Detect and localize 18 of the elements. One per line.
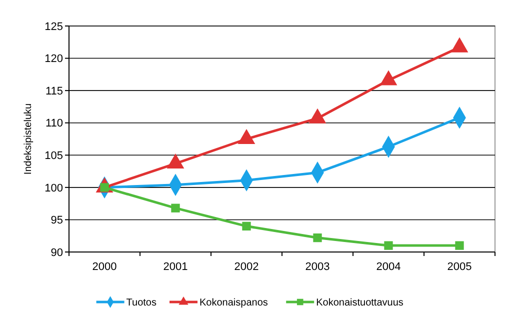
x-tick-label: 2005 — [447, 261, 472, 273]
x-tick-label: 2003 — [305, 261, 330, 273]
y-tick-label: 115 — [45, 85, 63, 98]
legend-label: Kokonaistuottavuus — [316, 298, 404, 308]
y-tick-label: 105 — [44, 150, 63, 162]
y-tick-label: 100 — [44, 182, 63, 194]
y-axis-title: Indeksipisteluku — [23, 103, 34, 175]
x-tick-label: 2004 — [376, 261, 401, 273]
x-tick-label: 2000 — [92, 261, 117, 273]
y-tick-label: 90 — [50, 246, 63, 259]
legend-label: Tuotos — [126, 298, 157, 308]
legend-label: Kokonaispanos — [200, 298, 268, 308]
y-tick-label: 95 — [50, 214, 63, 227]
y-tick-label: 110 — [45, 118, 63, 130]
x-tick-label: 2001 — [163, 261, 188, 273]
y-tick-label: 120 — [44, 53, 63, 66]
y-tick-label: 125 — [44, 20, 63, 33]
x-tick-label: 2002 — [234, 261, 259, 273]
